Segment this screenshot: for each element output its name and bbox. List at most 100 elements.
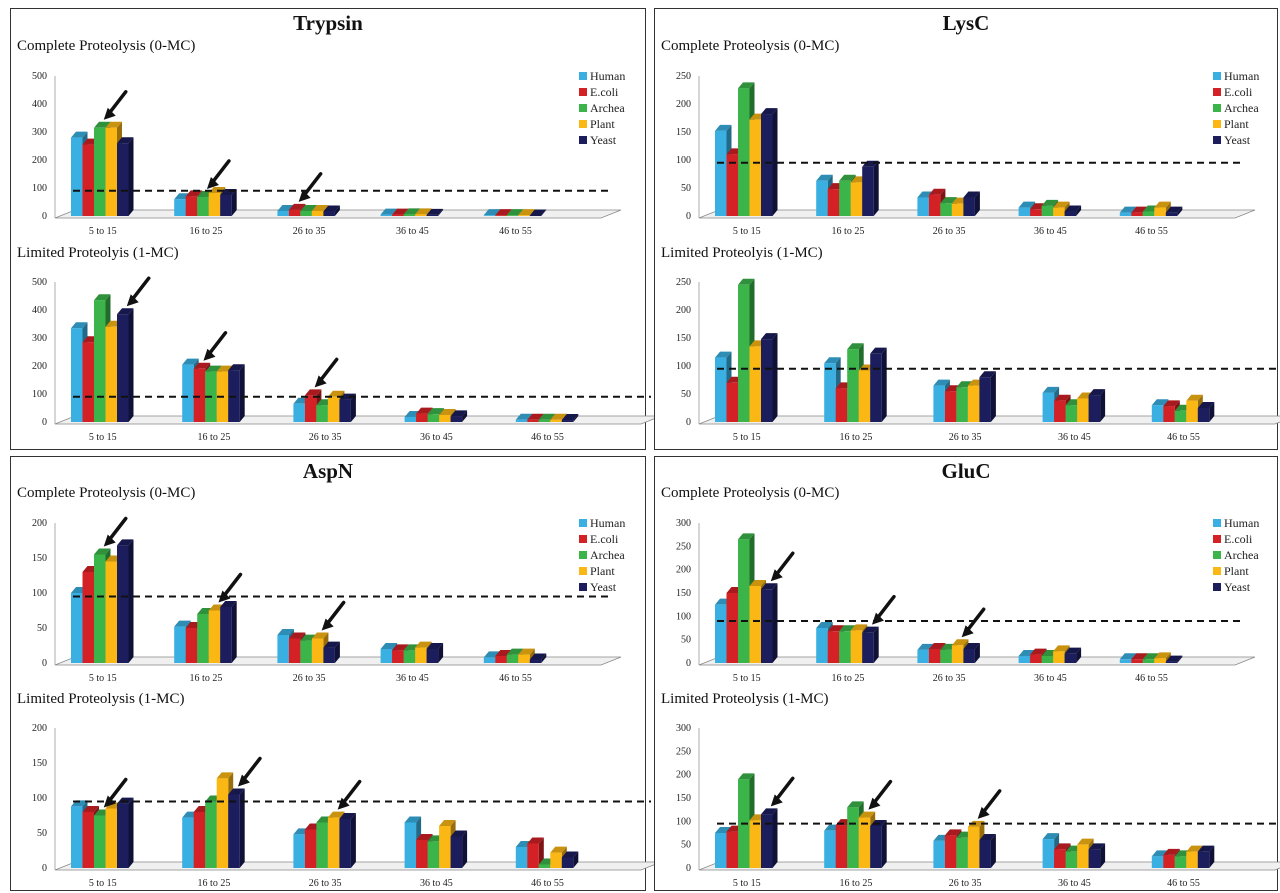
bar-top (380, 643, 398, 649)
bar (940, 649, 952, 663)
bar-side (334, 641, 340, 663)
bar-top (518, 648, 535, 655)
bar (216, 778, 229, 868)
bar-top (1018, 201, 1036, 208)
bar (944, 391, 957, 422)
bar-top (1030, 648, 1047, 655)
subplot-title: Complete Proteolysis (0-MC) (661, 38, 840, 54)
bar (761, 814, 773, 868)
subplot-title: Limited Proteolysis (1-MC) (17, 691, 185, 707)
arrow-head-icon (770, 569, 783, 582)
bar-side (573, 851, 579, 868)
y-tick-label: 200 (32, 155, 47, 166)
subplot-title: Limited Proteolysis (1-MC) (661, 691, 829, 707)
bar (1018, 656, 1031, 663)
x-tick-label: 5 to 15 (89, 878, 117, 889)
x-tick-label: 26 to 35 (933, 226, 966, 237)
arrow-icon (210, 159, 231, 185)
legend-label: Archea (590, 548, 625, 562)
bar (1131, 659, 1143, 663)
legend-swatch (1213, 535, 1221, 543)
bar-top (847, 801, 864, 808)
bar-top (1054, 843, 1071, 850)
bar-top (327, 390, 345, 397)
x-tick-label: 26 to 35 (293, 226, 326, 237)
trypsin-limited-chart: 0 100 200 300 400 500 5 to 15 16 to 25 26 to 35 3… (32, 276, 662, 443)
bar (220, 195, 232, 216)
bar (963, 197, 975, 216)
bar-top (951, 639, 969, 646)
bar-top (216, 772, 234, 779)
legend-label: E.coli (1224, 85, 1253, 99)
bar (403, 650, 416, 663)
bar (1174, 410, 1187, 422)
bar (839, 180, 851, 216)
bar (850, 630, 863, 663)
x-tick-label: 26 to 35 (309, 432, 342, 443)
bar (316, 822, 328, 868)
x-tick-label: 16 to 25 (832, 226, 865, 237)
bar (715, 604, 727, 663)
bar (304, 395, 317, 422)
bar-top (71, 322, 88, 329)
bar (944, 835, 957, 868)
y-tick-label: 150 (676, 588, 691, 599)
bar-top (300, 204, 317, 211)
y-tick-label: 400 (32, 305, 47, 316)
y-tick-label: 400 (32, 99, 47, 110)
bar (1197, 408, 1210, 422)
x-tick-label: 36 to 45 (1034, 226, 1067, 237)
bar-side (573, 414, 579, 422)
bar (94, 300, 106, 422)
bar (538, 864, 551, 868)
bar (1142, 211, 1155, 216)
legend-swatch (1213, 136, 1221, 144)
bar (439, 415, 451, 422)
bar-top (979, 834, 996, 840)
subplot-title: Complete Proteolysis (0-MC) (661, 485, 840, 501)
y-tick-label: 200 (676, 565, 691, 576)
bar-top (715, 351, 732, 358)
bar (738, 284, 750, 422)
bar (726, 382, 738, 422)
bar (749, 820, 761, 868)
bar (71, 806, 83, 868)
bar (426, 649, 439, 663)
legend-label: E.coli (590, 85, 619, 99)
bar (208, 193, 221, 216)
arrow-icon (774, 776, 795, 803)
x-tick-label: 26 to 35 (309, 878, 342, 889)
arrow-head-icon (206, 176, 219, 189)
y-tick-label: 250 (676, 277, 691, 288)
arrow-icon (221, 572, 243, 599)
bar (917, 197, 929, 216)
bar (738, 88, 750, 216)
legend-swatch (579, 567, 587, 575)
bar (529, 659, 542, 663)
arrow-head-icon (337, 797, 350, 810)
bar-top (1041, 199, 1059, 206)
bar (193, 368, 206, 422)
bar-top (1119, 206, 1137, 213)
bar (956, 387, 968, 422)
bar-top (518, 209, 535, 216)
bar-top (426, 643, 444, 649)
bar-top (1154, 201, 1171, 208)
bar (1077, 398, 1089, 422)
bar-top (392, 208, 409, 215)
bar (824, 363, 836, 422)
bar-top (450, 410, 468, 417)
y-tick-label: 50 (37, 623, 47, 634)
bar (1041, 205, 1054, 216)
gluc-limited-chart: 0 50 100 150 200 250 300 5 to 15 16 to 25 26 to 3… (676, 723, 1280, 889)
bar-top (506, 209, 524, 216)
bar-side (772, 583, 778, 663)
bar-top (439, 409, 456, 415)
legend-label: Yeast (1224, 580, 1251, 594)
bar-top (1186, 394, 1203, 401)
bar-side (1100, 389, 1106, 422)
bar (174, 199, 186, 216)
x-tick-label: 36 to 45 (1058, 878, 1091, 889)
bar-top (1186, 845, 1203, 852)
legend-swatch (579, 551, 587, 559)
